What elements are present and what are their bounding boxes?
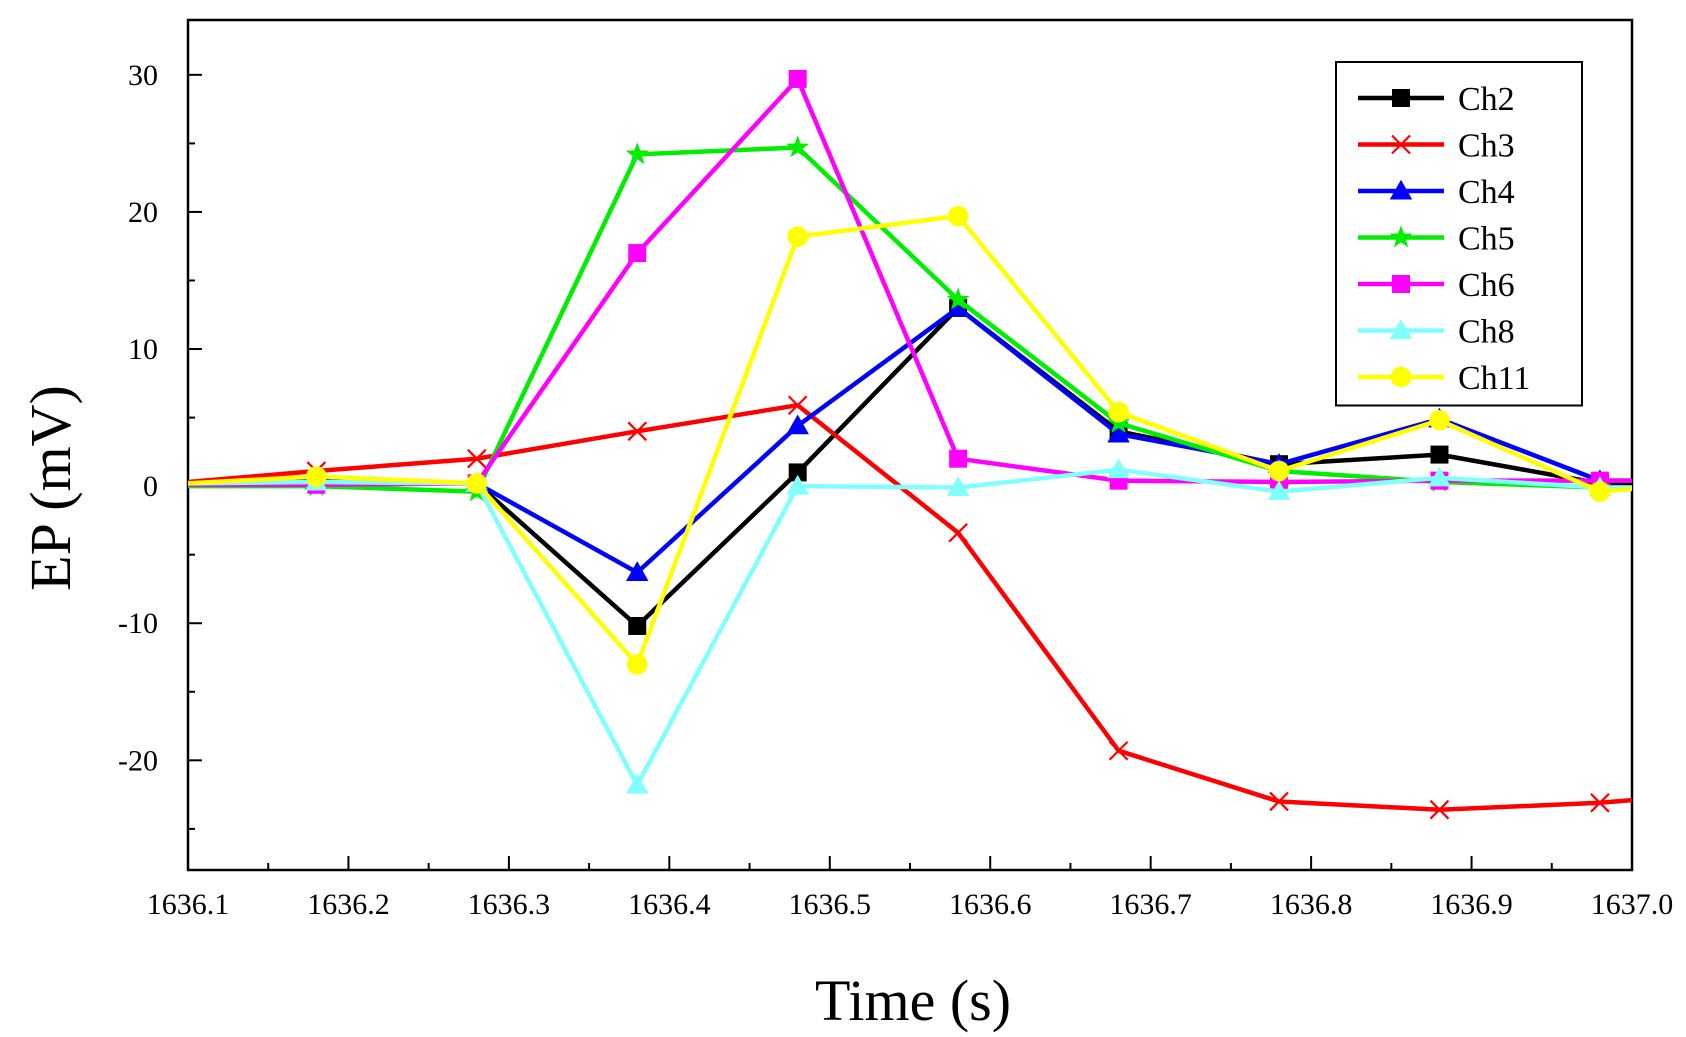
data-point	[786, 135, 810, 158]
y-axis-label: EP (mV)	[18, 385, 83, 591]
legend-item-ch11: Ch11	[1358, 360, 1530, 397]
data-point	[628, 616, 647, 635]
x-tick-label: 1636.4	[628, 888, 711, 921]
legend-item-ch4: Ch4	[1358, 174, 1515, 211]
series-ch3	[188, 395, 1632, 820]
series-ch11	[188, 205, 1632, 675]
data-point	[625, 773, 649, 794]
data-point	[788, 463, 807, 482]
legend-marker	[1391, 134, 1411, 155]
legend-marker	[1389, 179, 1413, 200]
data-point	[1429, 799, 1450, 820]
y-tick-label: 30	[128, 59, 158, 92]
x-tick-label: 1636.6	[949, 888, 1032, 921]
legend-label: Ch5	[1458, 221, 1515, 258]
data-point	[1428, 466, 1451, 487]
x-axis-label: Time (s)	[815, 968, 1011, 1033]
data-point	[1107, 458, 1130, 479]
data-point	[946, 296, 970, 317]
data-point	[1108, 740, 1129, 761]
legend-item-ch3: Ch3	[1358, 128, 1515, 165]
data-point	[467, 448, 487, 469]
legend: Ch2 Ch3 Ch4 Ch5 Ch6 Ch8 Ch11	[1335, 61, 1583, 407]
data-point	[946, 287, 970, 310]
series-ch8	[188, 458, 1632, 794]
data-point	[948, 522, 968, 543]
x-tick-label: 1636.7	[1109, 888, 1192, 921]
legend-marker	[1389, 225, 1413, 248]
legend-label: Ch6	[1458, 267, 1515, 304]
legend-marker	[1389, 319, 1413, 339]
legend-label: Ch3	[1458, 128, 1515, 165]
data-point	[626, 654, 648, 675]
x-tick-label: 1636.9	[1430, 888, 1513, 921]
data-point	[1429, 409, 1450, 431]
data-point	[625, 142, 649, 165]
legend-marker	[1390, 366, 1412, 388]
data-point	[1108, 401, 1129, 423]
x-tick-label: 1637.0	[1591, 888, 1674, 921]
series-layer	[188, 69, 1632, 820]
data-point	[786, 414, 809, 435]
y-tick-label: 20	[128, 196, 158, 229]
data-point	[787, 226, 809, 247]
data-point	[628, 244, 647, 263]
y-tick-label: 10	[128, 333, 158, 366]
legend-marker	[1392, 89, 1410, 107]
y-tick-label: -10	[118, 607, 158, 640]
legend-label: Ch11	[1458, 360, 1530, 397]
legend-label: Ch2	[1458, 81, 1515, 118]
axes: 1636.1 1636.2 1636.3 1636.4 1636.5 1636.6 1636…	[118, 18, 1674, 921]
legend-item-ch8: Ch8	[1358, 314, 1515, 351]
data-point	[949, 449, 968, 468]
data-point	[788, 69, 807, 88]
legend-label: Ch8	[1458, 314, 1515, 351]
data-point	[1107, 422, 1130, 443]
legend-box	[1335, 61, 1583, 407]
data-point	[1430, 445, 1449, 464]
legend-marker	[1392, 275, 1410, 293]
data-point	[1590, 793, 1610, 813]
data-point	[1268, 460, 1290, 482]
y-tick-label: -20	[118, 744, 158, 777]
legend-item-ch6: Ch6	[1358, 267, 1515, 304]
data-point	[946, 476, 970, 496]
series-line-ch3	[188, 402, 1632, 812]
legend-item-ch2: Ch2	[1358, 81, 1515, 118]
legend-item-ch5: Ch5	[1358, 221, 1515, 258]
data-point	[947, 205, 969, 227]
data-point	[1269, 791, 1289, 812]
data-point	[466, 473, 488, 494]
data-point	[787, 395, 808, 416]
y-tick-label: 0	[143, 470, 158, 503]
data-point	[306, 466, 327, 487]
data-point	[1589, 481, 1611, 502]
data-point	[627, 421, 648, 442]
legend-label: Ch4	[1458, 174, 1515, 211]
data-point	[625, 561, 649, 581]
x-tick-label: 1636.1	[147, 888, 230, 921]
x-tick-label: 1636.2	[307, 888, 390, 921]
x-tick-label: 1636.8	[1270, 888, 1353, 921]
series-line-ch8	[188, 467, 1632, 788]
x-tick-label: 1636.3	[468, 888, 551, 921]
x-tick-label: 1636.5	[789, 888, 872, 921]
data-point	[786, 474, 809, 495]
data-point	[1267, 480, 1291, 501]
